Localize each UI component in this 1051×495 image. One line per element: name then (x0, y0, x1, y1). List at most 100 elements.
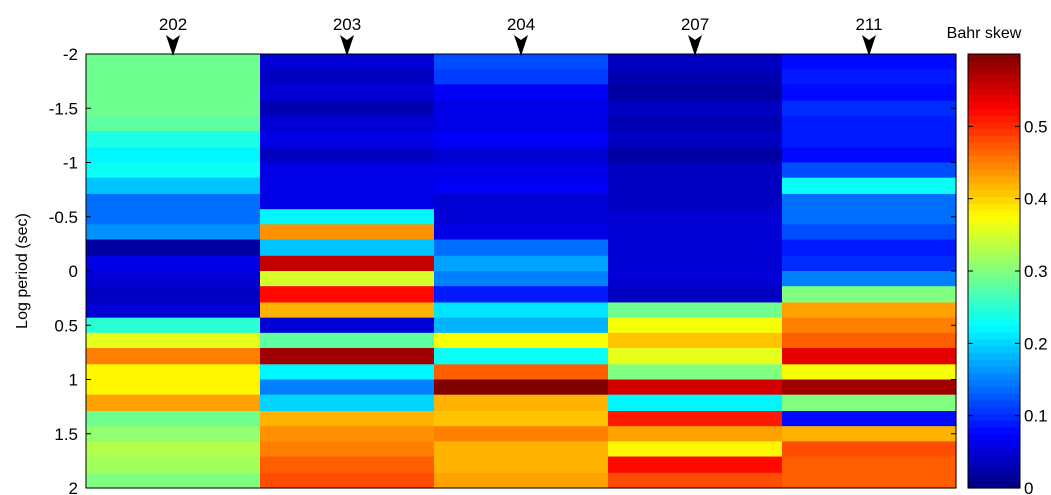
heatmap-cell (86, 271, 261, 287)
heatmap-cell (434, 332, 609, 349)
colorbar-segment (968, 359, 1020, 367)
heatmap-cell (434, 348, 609, 365)
colorbar-segment (968, 474, 1020, 482)
colorbar-segment (968, 94, 1020, 103)
heatmap-cell (86, 224, 261, 241)
heatmap-cell (434, 84, 609, 102)
heatmap-cell (260, 394, 435, 412)
heatmap-cell (86, 302, 261, 319)
colorbar-segment (968, 454, 1020, 462)
heatmap-cell (608, 302, 783, 319)
heatmap-cell (782, 348, 957, 365)
colorbar-segment (968, 393, 1020, 401)
heatmap-cell (260, 209, 435, 225)
heatmap-cell (782, 177, 957, 195)
heatmap-cell (260, 255, 435, 272)
heatmap-cell (86, 84, 261, 102)
heatmap-cell (608, 131, 783, 148)
colorbar-segment (968, 311, 1020, 320)
heatmap-cell (86, 255, 261, 272)
colorbar-segment (968, 182, 1020, 191)
heatmap-cell (260, 441, 435, 458)
heatmap-cell (608, 426, 783, 442)
colorbar-segment (968, 108, 1020, 116)
heatmap-cell (608, 410, 783, 427)
colorbar-tick-label: 0.5 (1024, 117, 1048, 136)
colorbar-segment (968, 216, 1020, 225)
heatmap-cell (782, 69, 957, 85)
heatmap-cell (260, 54, 435, 70)
station-arrow-icon (340, 35, 354, 56)
y-axis-label: Log period (sec) (14, 213, 31, 329)
colorbar-segment (968, 304, 1020, 313)
colorbar-segment (968, 148, 1020, 157)
heatmap-cell (260, 456, 435, 474)
colorbar-segment (968, 338, 1020, 347)
heatmap-cell (608, 115, 783, 132)
heatmap-cell (608, 456, 783, 474)
heatmap-cell (608, 364, 783, 381)
heatmap-cell (608, 348, 783, 365)
colorbar-segment (968, 81, 1020, 89)
colorbar-segment (968, 142, 1020, 150)
colorbar-segment (968, 60, 1020, 69)
colorbar-segment (968, 447, 1020, 455)
heatmap-cell (434, 54, 609, 70)
colorbar-segment (968, 440, 1020, 448)
heatmap-cell (434, 147, 609, 164)
y-tick-label: 2 (69, 479, 78, 495)
heatmap-cell (260, 364, 435, 381)
heatmap-cell (260, 332, 435, 349)
colorbar-segment (968, 237, 1020, 245)
y-tick-label: 1 (69, 371, 78, 390)
heatmap-cell (608, 332, 783, 349)
heatmap-cell (608, 317, 783, 334)
heatmap-cell (86, 317, 261, 334)
colorbar-tick-label: 0.1 (1024, 407, 1048, 426)
heatmap-cell (608, 239, 783, 257)
heatmap-cell (260, 69, 435, 85)
heatmap-cell (782, 472, 957, 489)
y-tick-label: 0.5 (54, 316, 78, 335)
heatmap-cell (86, 441, 261, 458)
colorbar-tick-label: 0 (1024, 479, 1033, 495)
colorbar-segment (968, 372, 1020, 381)
heatmap-cell (608, 54, 783, 70)
y-tick-label: -1.5 (49, 99, 78, 118)
heatmap-cell (86, 115, 261, 132)
heatmap-cell (86, 100, 261, 117)
heatmap-cell (782, 271, 957, 287)
y-tick-label: -2 (63, 45, 78, 64)
heatmap-cell (434, 224, 609, 241)
heatmap-cell (86, 239, 261, 257)
heatmap-cell (86, 364, 261, 381)
heatmap-cell (782, 131, 957, 148)
heatmap-cell (782, 193, 957, 210)
heatmap-cell (782, 441, 957, 458)
colorbar-segment (968, 196, 1020, 204)
heatmap-cell (608, 177, 783, 195)
colorbar-tick-label: 0.2 (1024, 334, 1048, 353)
heatmap-cell (782, 54, 957, 70)
heatmap-cell (86, 348, 261, 365)
heatmap-cell (86, 69, 261, 85)
heatmap-cell (434, 271, 609, 287)
heatmap-cell (434, 69, 609, 85)
colorbar-segment (968, 352, 1020, 360)
heatmap-cell (434, 162, 609, 179)
heatmap-cell (434, 317, 609, 334)
colorbar-segment (968, 332, 1020, 340)
heatmap-cell (86, 426, 261, 442)
colorbar-segment (968, 230, 1020, 238)
colorbar-segment (968, 420, 1020, 428)
heatmap-cell (434, 255, 609, 272)
heatmap-cell (434, 100, 609, 117)
heatmap-cell (782, 224, 957, 241)
heatmap-cell (260, 348, 435, 365)
heatmap-cell (86, 131, 261, 148)
colorbar-segment (968, 67, 1020, 75)
colorbar-segment (968, 467, 1020, 476)
heatmap-cell (434, 286, 609, 304)
heatmap-cell (782, 100, 957, 117)
